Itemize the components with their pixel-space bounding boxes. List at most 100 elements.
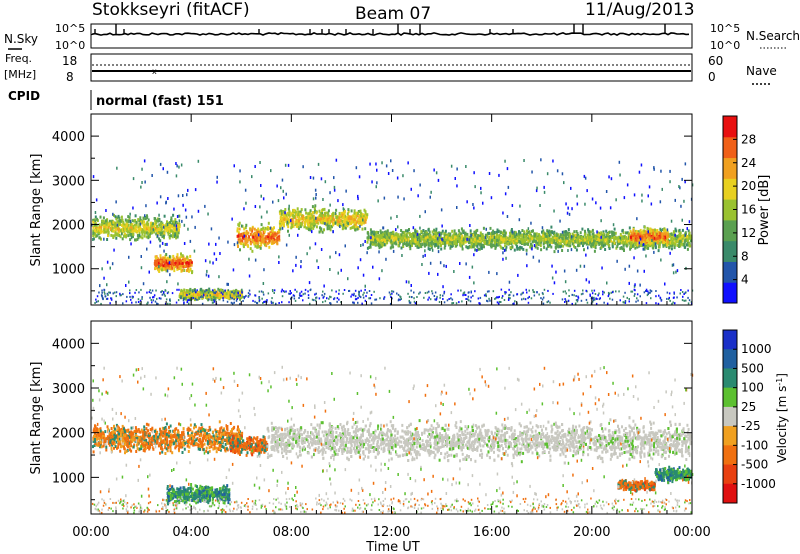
cell-0-3-223 bbox=[259, 230, 262, 234]
cell-0-5-1422 bbox=[422, 229, 425, 232]
cell-0-0-324 bbox=[108, 219, 111, 223]
cell-0-5-2171 bbox=[369, 228, 372, 232]
near-0-192 bbox=[125, 300, 128, 303]
cell-0-3-274 bbox=[271, 237, 274, 241]
near-0-102 bbox=[645, 290, 648, 292]
near-0-173 bbox=[543, 288, 546, 291]
near-0-160 bbox=[522, 297, 525, 300]
cell-0-5-1565 bbox=[527, 238, 530, 242]
cell-0-5-1761 bbox=[684, 231, 687, 235]
cell-0-1-49 bbox=[157, 257, 160, 261]
cell-0-4-207 bbox=[292, 211, 295, 215]
cell-0-4-587 bbox=[359, 218, 362, 222]
cell-0-2-417 bbox=[191, 291, 194, 295]
near-0-283 bbox=[504, 292, 506, 295]
near-0-358 bbox=[175, 301, 178, 304]
cell-0-6-215 bbox=[630, 241, 633, 245]
near-0-362 bbox=[355, 298, 358, 301]
cell-0-5-1337 bbox=[409, 247, 412, 251]
near-0-336 bbox=[315, 296, 318, 299]
cell-0-5-1328 bbox=[424, 230, 427, 233]
cell-0-4-579 bbox=[320, 217, 323, 221]
near-0-73 bbox=[413, 300, 416, 303]
near-0-126 bbox=[521, 292, 523, 295]
cell-0-4-241 bbox=[287, 225, 290, 229]
cell-0-5-915 bbox=[577, 233, 580, 237]
near-0-229 bbox=[288, 292, 290, 295]
near-0-377 bbox=[671, 302, 673, 305]
near-0-168 bbox=[683, 293, 685, 295]
cell-0-5-750 bbox=[499, 244, 502, 248]
cell-0-5-1976 bbox=[414, 240, 417, 244]
cell-0-3-139 bbox=[276, 242, 279, 246]
cell-0-1-155 bbox=[158, 270, 161, 273]
cell-0-5-422 bbox=[482, 226, 485, 230]
cell-0-5-1964 bbox=[533, 234, 536, 238]
cell-0-5-2127 bbox=[500, 238, 503, 242]
near-0-81 bbox=[500, 288, 503, 291]
cell-0-4-539 bbox=[351, 220, 353, 224]
cell-0-4-362 bbox=[349, 215, 352, 219]
near-0-221 bbox=[591, 289, 593, 292]
cell-0-4-392 bbox=[319, 213, 322, 217]
cell-0-4-233 bbox=[331, 221, 334, 225]
cell-0-5-1659 bbox=[377, 238, 380, 242]
cell-0-3-233 bbox=[238, 227, 241, 231]
cell-0-5-223 bbox=[595, 239, 598, 243]
cell-0-1-114 bbox=[159, 256, 162, 260]
cell-0-4-555 bbox=[311, 215, 314, 219]
cell-0-5-1533 bbox=[425, 231, 428, 235]
cell-0-0-193 bbox=[145, 235, 148, 239]
near-0-302 bbox=[633, 288, 636, 291]
cell-0-5-1855 bbox=[440, 232, 443, 235]
cell-0-5-663 bbox=[561, 249, 564, 252]
nsky-label: N.Sky bbox=[4, 32, 38, 46]
near-0-364 bbox=[538, 293, 540, 296]
cell-0-1-162 bbox=[178, 267, 181, 270]
cell-0-3-235 bbox=[274, 240, 277, 244]
cell-0-3-212 bbox=[246, 244, 249, 247]
cell-0-0-536 bbox=[124, 228, 127, 232]
cell-0-5-648 bbox=[419, 233, 422, 237]
cell-0-5-1019 bbox=[419, 239, 421, 242]
cell-0-6-48 bbox=[651, 232, 654, 236]
cell-0-0-443 bbox=[164, 226, 167, 230]
cell-0-5-1933 bbox=[485, 241, 488, 245]
near-0-244 bbox=[237, 292, 239, 295]
cell-0-0-240 bbox=[170, 218, 173, 222]
near-0-235 bbox=[508, 294, 510, 297]
cell-0-2-372 bbox=[195, 293, 198, 296]
cell-0-5-1965 bbox=[608, 243, 611, 247]
near-0-346 bbox=[220, 291, 223, 294]
cell-0-5-1218 bbox=[675, 229, 678, 233]
cell-0-1-235 bbox=[154, 266, 157, 270]
cell-0-5-1810 bbox=[404, 234, 407, 238]
cell-0-0-295 bbox=[167, 232, 170, 236]
cell-0-3-285 bbox=[245, 223, 248, 227]
cell-0-6-236 bbox=[645, 234, 648, 238]
cell-0-3-34 bbox=[278, 230, 281, 234]
cell-0-4-582 bbox=[315, 211, 318, 215]
near-0-224 bbox=[594, 293, 597, 295]
cell-0-0-524 bbox=[127, 230, 129, 234]
cell-0-4-478 bbox=[308, 223, 310, 227]
near-0-43 bbox=[98, 291, 100, 294]
near-0-79 bbox=[582, 292, 584, 295]
cell-0-5-1378 bbox=[493, 231, 496, 234]
cell-0-5-2106 bbox=[388, 236, 391, 240]
cell-0-0-471 bbox=[147, 218, 150, 222]
cell-0-4-505 bbox=[299, 210, 302, 214]
cell-0-0-263 bbox=[129, 238, 132, 242]
noise-right-tick-top: 10^5 bbox=[710, 22, 740, 35]
cell-0-5-2196 bbox=[458, 240, 461, 243]
cell-0-4-549 bbox=[313, 206, 316, 210]
near-0-232 bbox=[634, 293, 636, 296]
cell-0-5-2020 bbox=[464, 236, 467, 240]
cell-0-1-157 bbox=[186, 255, 189, 259]
cell-0-1-68 bbox=[164, 254, 167, 258]
cell-0-5-2044 bbox=[378, 235, 381, 239]
cell-0-0-569 bbox=[158, 227, 161, 231]
cell-0-4-483 bbox=[328, 220, 331, 224]
cell-0-5-2169 bbox=[568, 235, 571, 239]
cell-0-3-17 bbox=[267, 237, 270, 241]
